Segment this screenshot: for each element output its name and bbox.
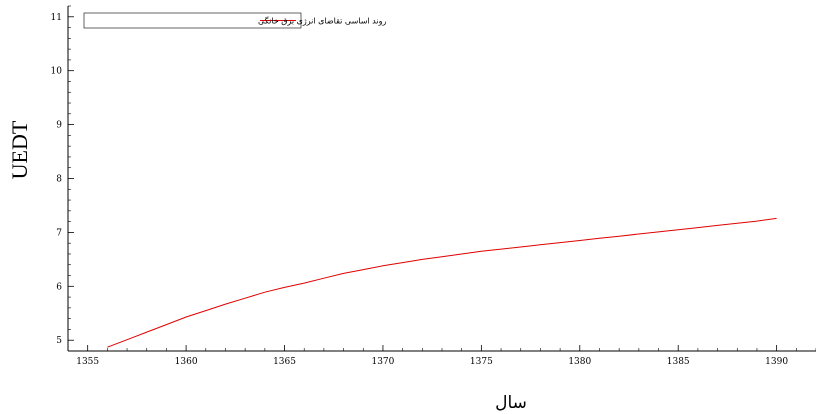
x-tick-label: 1375	[470, 357, 493, 367]
y-tick-label: 9	[56, 121, 62, 131]
x-tick-label: 1390	[765, 357, 788, 367]
plot-frame	[67, 6, 816, 352]
y-axis-title: UEDT	[7, 120, 32, 179]
legend: روند اساسی تقاضای انرژی برق خانگی	[83, 12, 386, 29]
x-tick-label: 1370	[371, 357, 394, 367]
x-tick-label: 1385	[667, 357, 690, 367]
y-tick-label: 6	[56, 282, 62, 292]
x-tick-label: 1355	[76, 357, 99, 367]
x-tick-label: 1380	[568, 357, 591, 367]
y-tick-label: 7	[56, 228, 62, 238]
series-line	[107, 217, 777, 348]
x-tick-label: 1360	[175, 357, 198, 367]
legend-box	[83, 12, 302, 29]
y-tick-label: 8	[56, 175, 62, 185]
legend-label: روند اساسی تقاضای انرژی برق خانگی	[258, 16, 386, 26]
y-tick-label: 11	[51, 13, 62, 23]
x-tick-label: 1365	[273, 357, 296, 367]
y-tick-label: 5	[56, 336, 62, 346]
y-axis: 5 6 7 8 9 10 11	[51, 5, 74, 352]
x-axis-title: سال	[495, 393, 527, 413]
series-layer	[107, 217, 777, 348]
x-axis: 1355 1360 1365 1370 1375 1380 1385 1390	[67, 345, 816, 367]
y-tick-label: 10	[51, 67, 63, 77]
